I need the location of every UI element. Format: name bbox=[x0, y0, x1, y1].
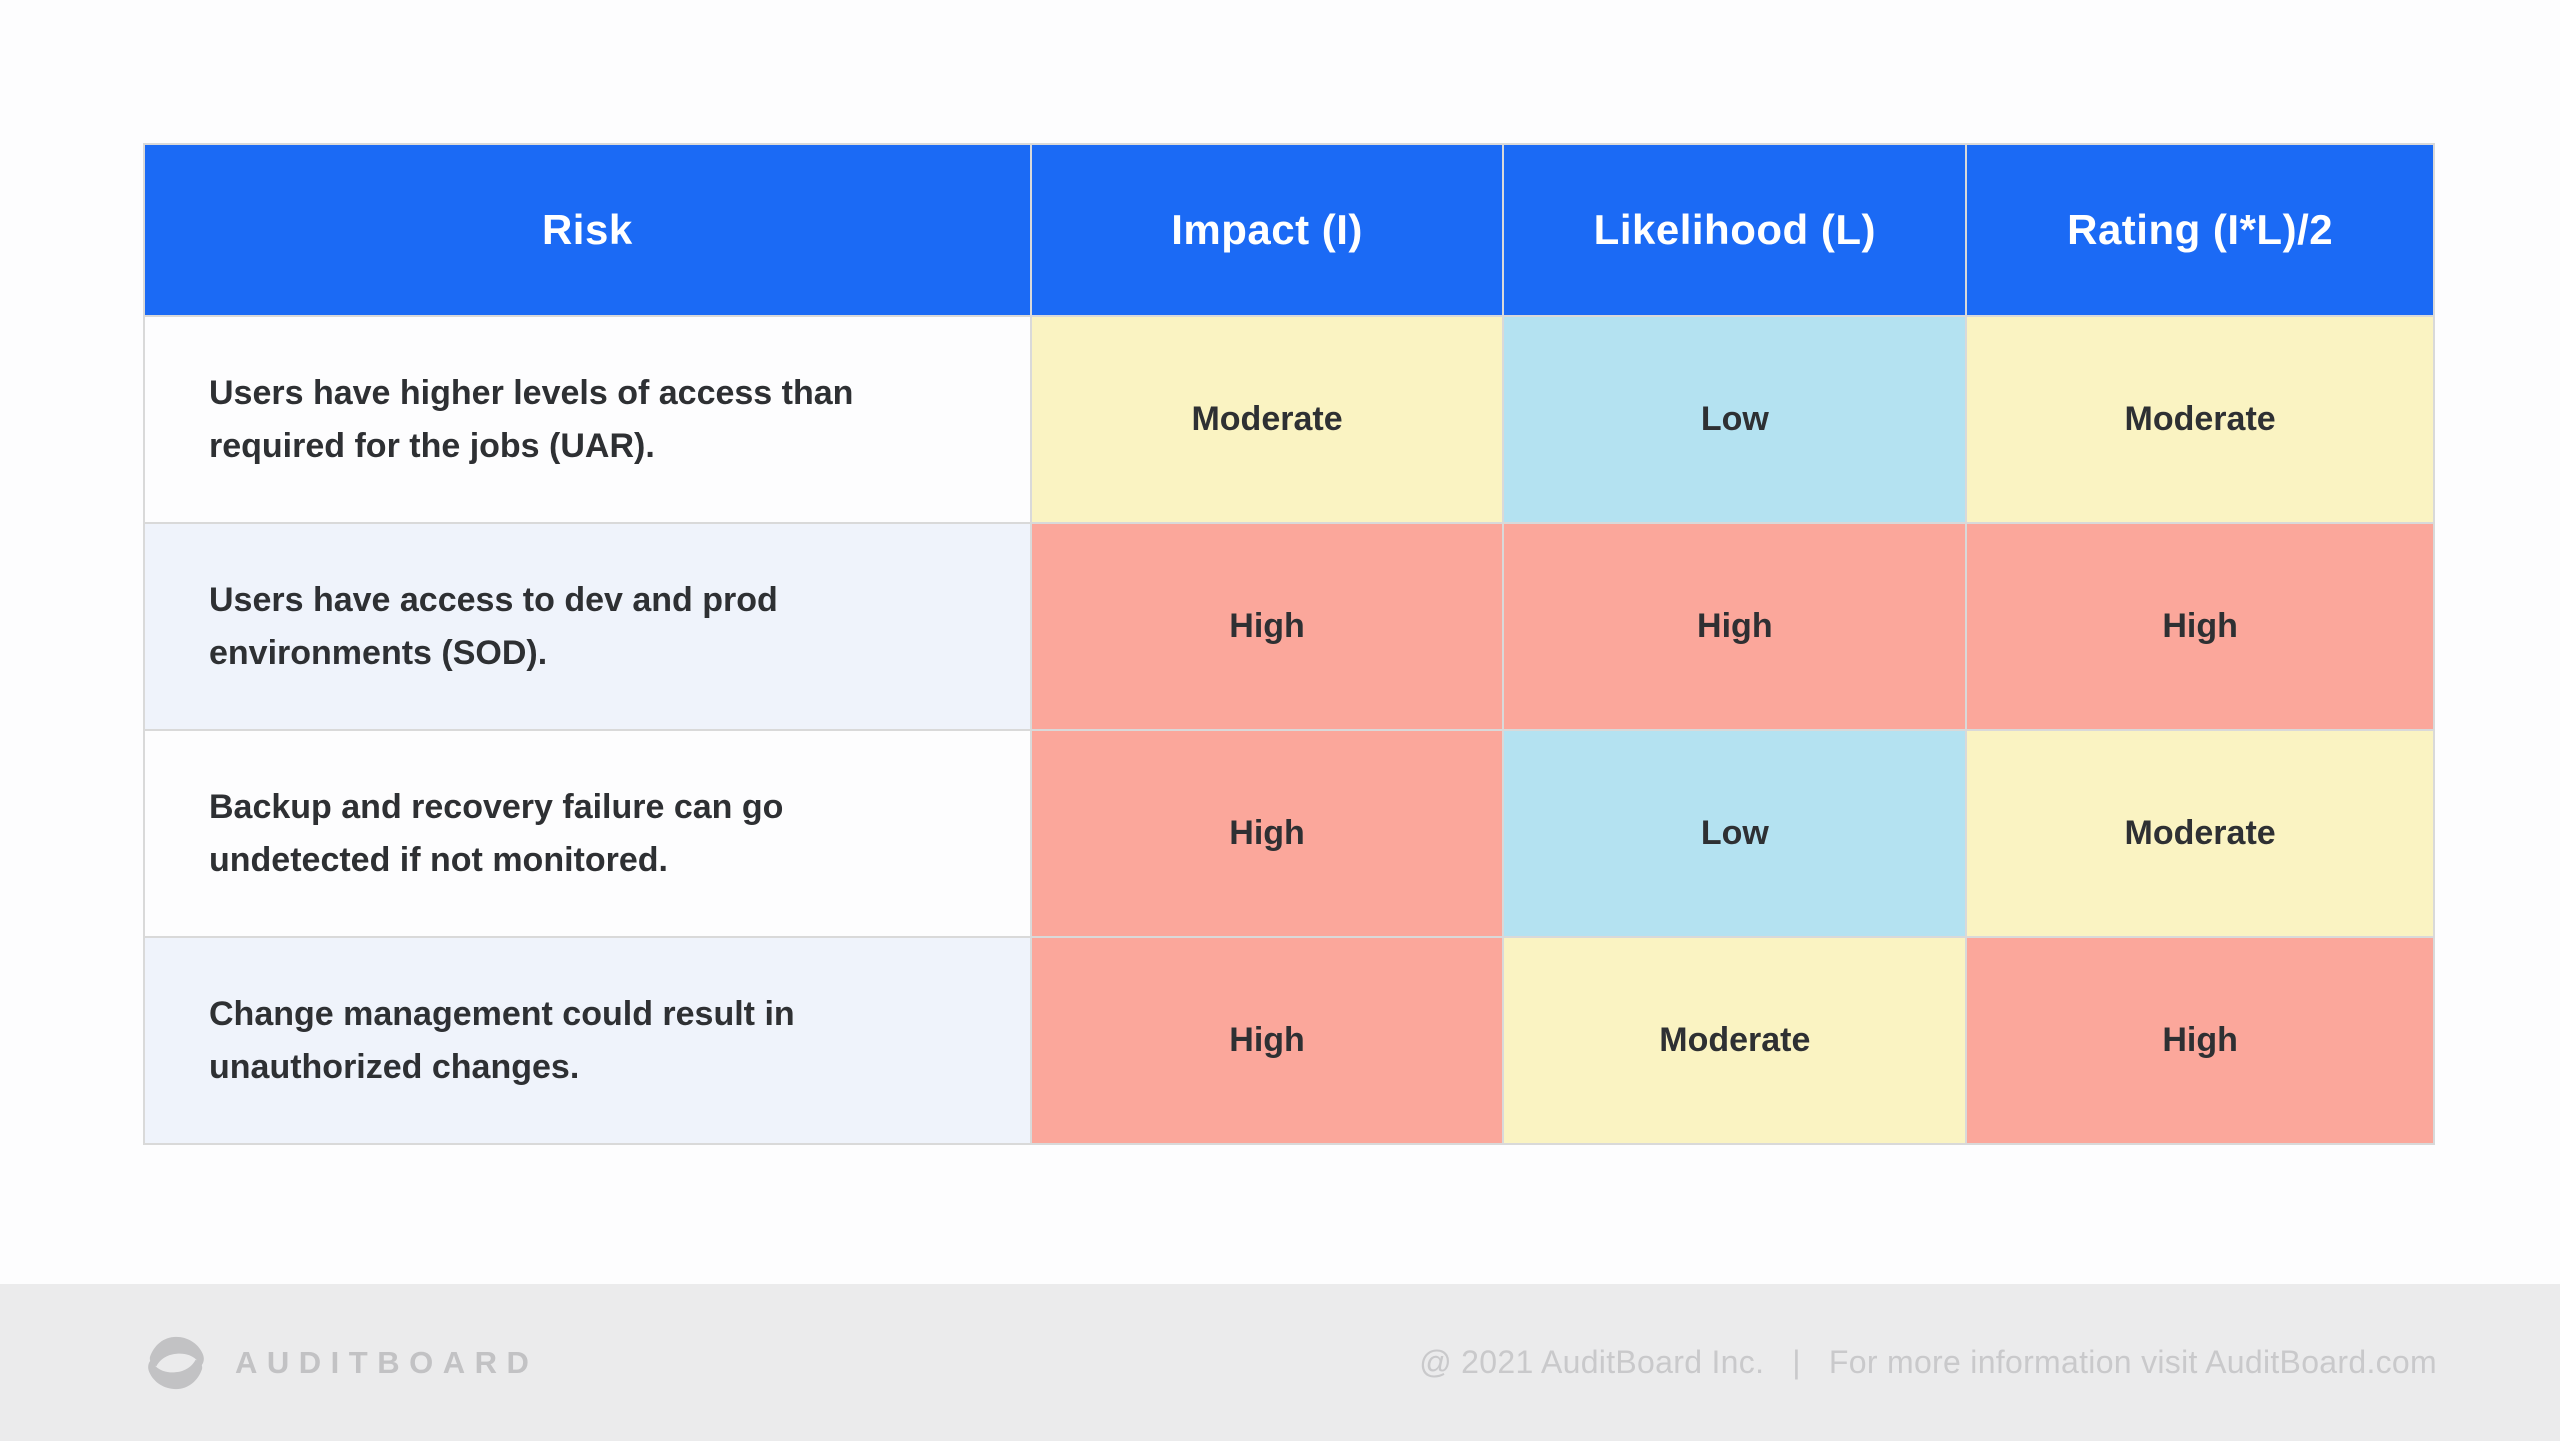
column-header-rating: Rating (I*L)/2 bbox=[1967, 145, 2433, 315]
impact-cell: High bbox=[1031, 731, 1503, 936]
footer-divider: | bbox=[1792, 1344, 1801, 1380]
rating-cell: High bbox=[1967, 938, 2433, 1143]
column-header-likelihood: Likelihood (L) bbox=[1504, 145, 1966, 315]
likelihood-cell: High bbox=[1504, 524, 1966, 729]
impact-cell: High bbox=[1031, 524, 1503, 729]
rating-cell: High bbox=[1967, 524, 2433, 729]
risk-description-cell: Users have higher levels of access than … bbox=[145, 317, 1030, 522]
risk-description-cell: Change management could result in unauth… bbox=[145, 938, 1030, 1143]
footer-note: @ 2021 AuditBoard Inc. | For more inform… bbox=[1419, 1344, 2437, 1381]
auditboard-logo: AUDITBOARD bbox=[143, 1333, 538, 1393]
impact-cell: Moderate bbox=[1031, 317, 1503, 522]
auditboard-logo-icon bbox=[148, 1336, 204, 1389]
rating-cell: Moderate bbox=[1967, 731, 2433, 936]
risk-rating-table: Risk Impact (I) Likelihood (L) Rating (I… bbox=[143, 143, 2435, 1145]
rating-cell: Moderate bbox=[1967, 317, 2433, 522]
likelihood-cell: Moderate bbox=[1504, 938, 1966, 1143]
risk-description-cell: Backup and recovery failure can go undet… bbox=[145, 731, 1030, 936]
column-header-risk: Risk bbox=[145, 145, 1030, 315]
copyright-text: @ 2021 AuditBoard Inc. bbox=[1419, 1344, 1765, 1380]
footer: AUDITBOARD @ 2021 AuditBoard Inc. | For … bbox=[0, 1284, 2560, 1441]
risk-description-cell: Users have access to dev and prod enviro… bbox=[145, 524, 1030, 729]
impact-cell: High bbox=[1031, 938, 1503, 1143]
footer-info-text: For more information visit AuditBoard.co… bbox=[1828, 1344, 2437, 1380]
auditboard-wordmark: AUDITBOARD bbox=[235, 1344, 539, 1380]
likelihood-cell: Low bbox=[1504, 317, 1966, 522]
likelihood-cell: Low bbox=[1504, 731, 1966, 936]
column-header-impact: Impact (I) bbox=[1031, 145, 1503, 315]
